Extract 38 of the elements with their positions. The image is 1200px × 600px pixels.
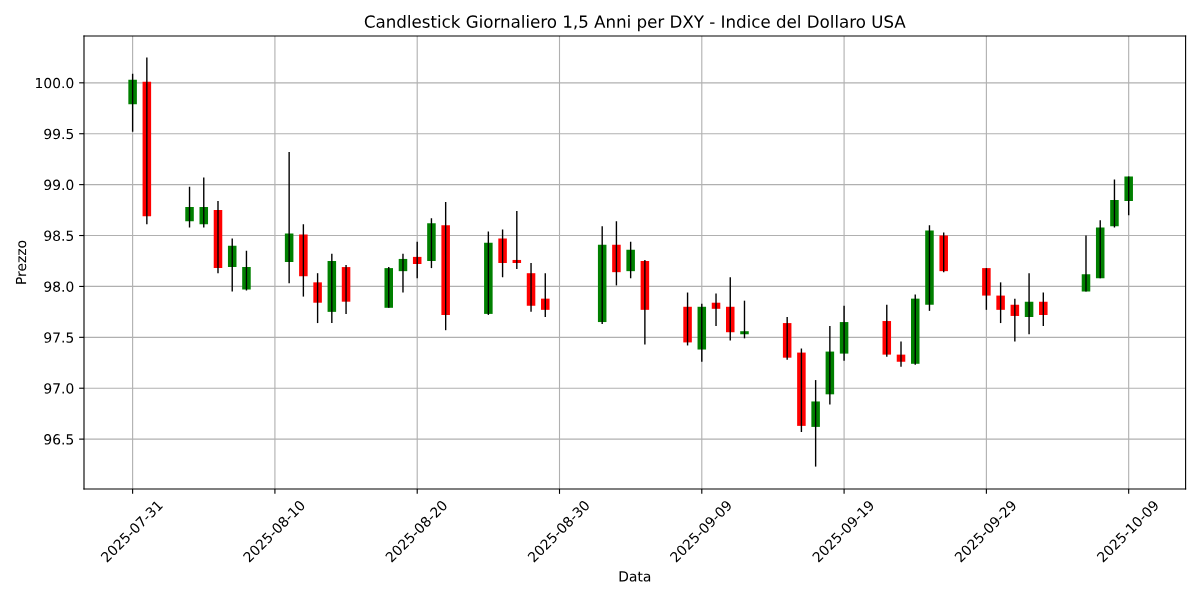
candlestick [1110,178,1119,229]
y-tick-label: 97.5 [44,332,74,343]
candlestick [725,276,735,342]
candlestick [939,231,948,273]
candlestick [797,347,806,433]
candlestick [541,272,550,318]
candlestick [1124,175,1133,216]
candlestick [199,176,209,229]
x-axis-title: Data [619,571,651,582]
candlestick [441,201,450,331]
y-tick-label: 97.0 [44,383,74,394]
candlestick [910,293,920,366]
candlestick [1039,291,1048,327]
chart-title: Candlestick Giornaliero 1,5 Anni per DXY - Indice del Dollaro USA [364,15,906,32]
y-tick-label: 99.5 [44,128,74,140]
candlestick [384,266,394,309]
y-tick-label: 100.0 [36,77,74,89]
y-tick-label: 98.5 [44,230,74,241]
candlestick [612,220,621,287]
candlestick [299,223,308,298]
candlestick [740,299,749,340]
candlestick [313,272,322,324]
candlestick [996,281,1005,324]
candlestick [626,240,635,279]
candlestick [185,185,194,229]
y-tick-label: 98.0 [44,281,74,292]
candlestick [242,250,251,292]
y-tick-label: 99.0 [44,179,74,191]
candlestick [427,217,436,269]
y-tick-label: 96.5 [44,434,74,445]
y-axis-title: Prezzo [15,240,27,284]
candlestick [683,291,692,347]
candlestick [484,230,493,316]
candlestick [128,72,137,133]
candlestick [498,228,507,278]
candlestick [925,224,934,312]
candlestick [811,379,820,468]
candlestick [982,267,991,311]
